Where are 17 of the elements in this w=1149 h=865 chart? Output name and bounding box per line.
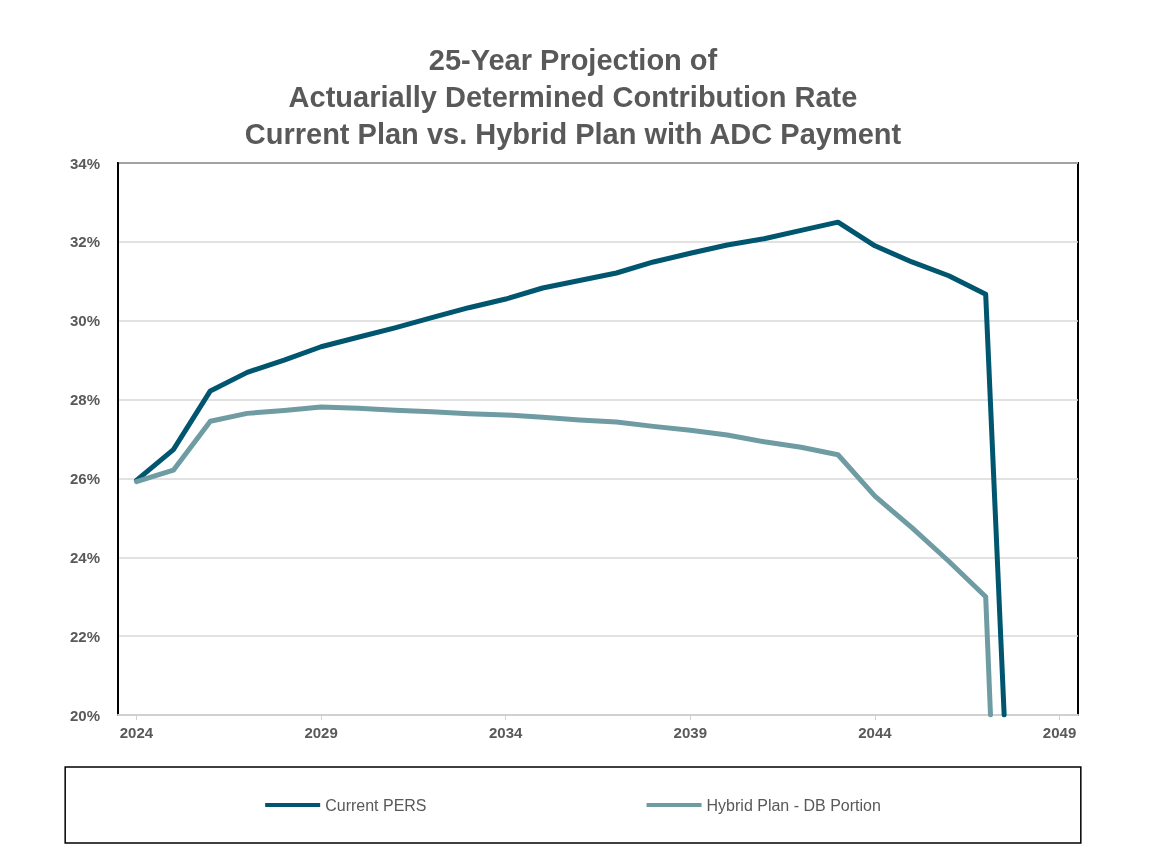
y-tick-label: 20% — [69, 706, 100, 724]
x-tick-label: 2024 — [119, 724, 154, 741]
x-tick-label: 2044 — [858, 724, 893, 741]
chart-title: 25-Year Projection of Actuarially Determined Contribution Rate Current Plan vs. Hybrid Plan with ADC Payment — [244, 43, 902, 150]
x-tick-label: 2034 — [489, 724, 524, 741]
x-tick-label: 2029 — [304, 724, 338, 741]
y-tick-label: 32% — [69, 233, 100, 251]
y-tick-label: 34% — [69, 154, 100, 172]
x-tick-label: 2039 — [673, 724, 707, 741]
y-tick-label: 24% — [69, 548, 100, 566]
y-tick-label: 26% — [69, 469, 100, 487]
legend-label: Current PERS — [325, 796, 427, 814]
y-tick-label: 28% — [69, 391, 100, 409]
x-tick-label: 2049 — [1042, 724, 1077, 741]
y-tick-label: 30% — [69, 312, 100, 330]
legend-label: Hybrid Plan - DB Portion — [706, 796, 881, 814]
y-tick-label: 22% — [69, 627, 100, 645]
